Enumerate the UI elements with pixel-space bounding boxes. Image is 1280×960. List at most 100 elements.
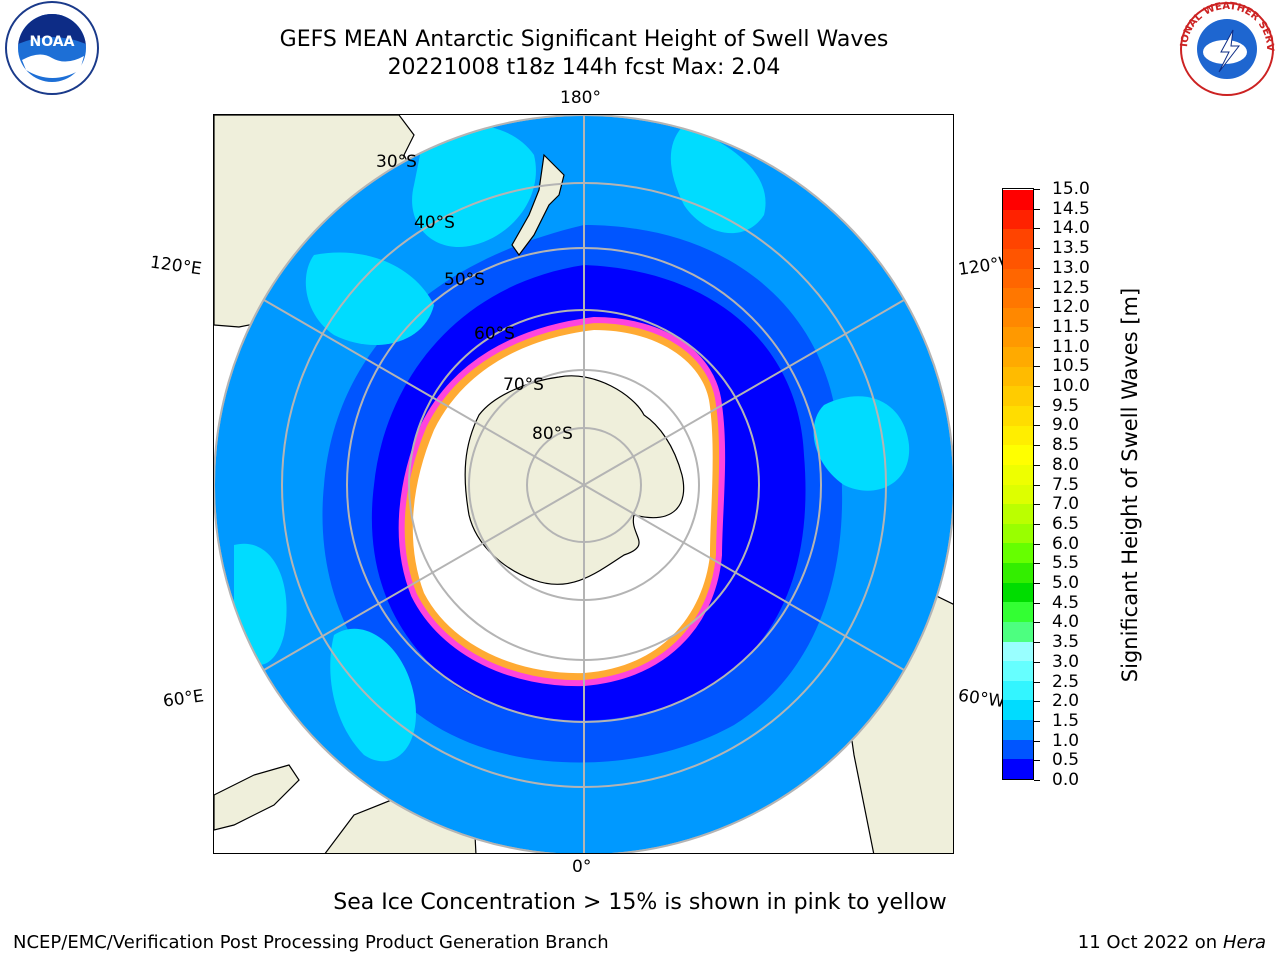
- colorbar-tick: [1034, 642, 1040, 644]
- lon-label-120e: 120°E: [148, 252, 203, 280]
- colorbar-tick: [1034, 484, 1040, 486]
- colorbar-tick-label: 8.5: [1052, 435, 1080, 456]
- lon-label-180: 180°: [560, 88, 601, 108]
- footer-date-text: 11 Oct 2022 on: [1077, 932, 1218, 953]
- graticule: [214, 115, 953, 853]
- colorbar-tick: [1034, 346, 1040, 348]
- colorbar-tick: [1034, 445, 1040, 447]
- swell-patch-4: [234, 543, 287, 665]
- colorbar-tick-label: 9.5: [1052, 395, 1080, 416]
- colorbar-tick-label: 10.5: [1052, 356, 1090, 377]
- colorbar-segment: [1003, 385, 1033, 406]
- lat-label-80s: 80°S: [532, 424, 573, 444]
- colorbar-tick: [1034, 405, 1040, 407]
- colorbar-segment: [1003, 739, 1033, 760]
- colorbar-tick-label: 0.5: [1052, 750, 1080, 771]
- colorbar-segment: [1003, 209, 1033, 230]
- colorbar-tick: [1034, 366, 1040, 368]
- colorbar-tick: [1034, 228, 1040, 230]
- noaa-logo: NOAA: [5, 1, 99, 95]
- colorbar-segment: [1003, 641, 1033, 662]
- colorbar-tick-label: 0.0: [1052, 770, 1080, 790]
- polar-map: [213, 114, 954, 854]
- colorbar-segment: [1003, 425, 1033, 446]
- colorbar-tick: [1034, 189, 1040, 190]
- colorbar-tick: [1034, 701, 1040, 703]
- colorbar-tick: [1034, 208, 1040, 210]
- nws-logo: NATIONAL WEATHER SERVICE: [1175, 0, 1275, 96]
- colorbar-tick-label: 11.5: [1052, 316, 1090, 337]
- colorbar-tick: [1034, 602, 1040, 604]
- lon-label-60e: 60°E: [161, 686, 206, 712]
- footer-system: Hera: [1222, 932, 1266, 953]
- colorbar-tick-label: 10.0: [1052, 376, 1090, 396]
- lat-label-70s: 70°S: [503, 375, 544, 395]
- swell-patch-6: [305, 252, 434, 345]
- colorbar-tick-label: 13.5: [1052, 238, 1090, 259]
- colorbar-tick-label: 1.5: [1052, 710, 1080, 731]
- lat-label-40s: 40°S: [414, 213, 455, 233]
- colorbar-label: Significant Height of Swell Waves [m]: [1118, 287, 1142, 683]
- lat-label-60s: 60°S: [474, 324, 515, 344]
- colorbar-tick: [1034, 740, 1040, 742]
- colorbar-segment: [1003, 248, 1033, 269]
- colorbar-segment: [1003, 542, 1033, 564]
- colorbar-tick: [1034, 583, 1040, 584]
- colorbar-tick: [1034, 622, 1040, 624]
- colorbar-tick-label: 4.5: [1052, 592, 1080, 613]
- colorbar-segment: [1003, 444, 1033, 465]
- colorbar-tick: [1034, 681, 1040, 683]
- colorbar-segment: [1003, 719, 1033, 740]
- colorbar-tick-label: 12.0: [1052, 297, 1090, 318]
- colorbar-segment: [1003, 699, 1033, 721]
- colorbar-segment: [1003, 523, 1033, 544]
- footer-credit: NCEP/EMC/Verification Post Processing Pr…: [13, 932, 609, 953]
- colorbar-tick-label: 11.0: [1052, 336, 1090, 357]
- lon-label-60w: 60°W: [956, 685, 1007, 713]
- land-madagascar: [214, 764, 300, 831]
- colorbar-tick: [1034, 504, 1040, 506]
- colorbar-segment: [1003, 503, 1033, 524]
- colorbar-tick-label: 6.5: [1052, 513, 1080, 534]
- colorbar-segment: [1003, 307, 1033, 328]
- colorbar-segment: [1003, 680, 1033, 701]
- colorbar-tick: [1034, 287, 1040, 289]
- swell-patch-5: [330, 628, 416, 762]
- colorbar-tick-label: 5.5: [1052, 553, 1080, 574]
- colorbar-tick-label: 8.0: [1052, 454, 1080, 475]
- polar-map-svg: [214, 115, 953, 853]
- colorbar-segment: [1003, 189, 1033, 210]
- colorbar-segment: [1003, 464, 1033, 485]
- lat-label-50s: 50°S: [444, 270, 485, 290]
- colorbar-tick: [1034, 464, 1040, 466]
- colorbar-tick-label: 7.5: [1052, 474, 1080, 495]
- colorbar-tick: [1034, 563, 1040, 565]
- colorbar-tick: [1034, 760, 1040, 762]
- colorbar-tick: [1034, 307, 1040, 309]
- colorbar-tick: [1034, 720, 1040, 722]
- colorbar-segment: [1003, 621, 1033, 642]
- colorbar-tick-label: 6.0: [1052, 533, 1080, 554]
- colorbar-tick: [1034, 386, 1040, 387]
- colorbar-tick: [1034, 326, 1040, 328]
- chart-title: GEFS MEAN Antarctic Significant Height o…: [279, 27, 889, 52]
- colorbar-tick: [1034, 523, 1040, 525]
- chart-subtitle: 20221008 t18z 144h fcst Max: 2.04: [387, 55, 781, 80]
- colorbar-tick: [1034, 780, 1040, 781]
- colorbar-tick-label: 3.0: [1052, 651, 1080, 672]
- colorbar-tick-label: 1.0: [1052, 730, 1080, 751]
- colorbar-tick: [1034, 248, 1040, 250]
- colorbar-tick-label: 3.5: [1052, 632, 1080, 653]
- colorbar: [1002, 188, 1034, 780]
- swell-patch-2: [670, 125, 766, 234]
- colorbar-tick-label: 2.0: [1052, 691, 1080, 712]
- colorbar-tick-label: 2.5: [1052, 671, 1080, 692]
- colorbar-segment: [1003, 582, 1033, 603]
- colorbar-segment: [1003, 562, 1033, 583]
- colorbar-segment: [1003, 484, 1033, 505]
- swell-patch-1: [412, 124, 536, 247]
- colorbar-tick: [1034, 661, 1040, 663]
- colorbar-segment: [1003, 326, 1033, 348]
- colorbar-tick: [1034, 425, 1040, 427]
- land-new-zealand: [511, 153, 565, 257]
